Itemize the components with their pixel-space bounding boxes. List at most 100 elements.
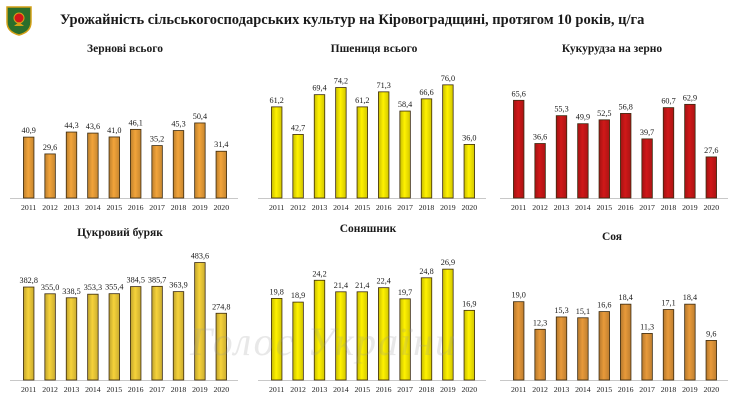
chart-title: Соя: [602, 231, 622, 243]
bar: [705, 340, 717, 381]
bar-value-label: 76,0: [441, 74, 455, 83]
x-tick-label: 2015: [355, 385, 371, 394]
bar: [463, 143, 475, 199]
bar: [172, 130, 185, 199]
bar: [399, 110, 411, 199]
bar-value-label: 71,3: [377, 81, 391, 90]
bar-value-label: 43,6: [86, 122, 100, 131]
x-tick-label: 2012: [532, 385, 548, 394]
bar: [442, 268, 454, 381]
bar: [420, 98, 433, 199]
bar: [378, 91, 390, 199]
bar-value-label: 12,3: [533, 318, 547, 327]
bar: [705, 156, 717, 199]
chart-panel-1: Зернові всього 40,9 2011 29,6 2012 44,3 2013 43…: [10, 43, 238, 212]
bar-value-label: 49,9: [576, 113, 590, 122]
bar: [130, 286, 142, 381]
bar: [399, 298, 411, 381]
x-tick-label: 2011: [511, 203, 526, 212]
bar-value-label: 26,9: [441, 258, 455, 267]
bar: [151, 285, 163, 381]
bar-value-label: 21,4: [355, 281, 369, 290]
bar-value-label: 29,6: [43, 143, 57, 152]
bar-value-label: 18,4: [683, 293, 697, 302]
bar: [292, 301, 304, 381]
bar-value-label: 385,7: [148, 275, 166, 284]
bar-value-label: 11,3: [640, 322, 654, 331]
bar: [194, 122, 206, 199]
bar: [442, 84, 454, 199]
bar-value-label: 16,9: [462, 299, 476, 308]
bar-value-label: 17,1: [661, 299, 675, 308]
bar-value-label: 21,4: [334, 281, 348, 290]
bar: [130, 128, 142, 199]
x-tick-label: 2020: [214, 203, 230, 212]
x-tick-label: 2016: [618, 385, 634, 394]
bar-value-label: 9,6: [706, 329, 716, 338]
x-tick-label: 2016: [128, 203, 144, 212]
x-tick-label: 2017: [639, 203, 655, 212]
bar-value-label: 52,5: [597, 109, 611, 118]
bar: [577, 317, 589, 381]
bar: [420, 277, 433, 381]
bar-value-label: 61,2: [270, 96, 284, 105]
bar: [513, 301, 525, 381]
x-tick-label: 2014: [85, 203, 101, 212]
chart-title: Цукровий буряк: [77, 227, 163, 239]
x-tick-label: 2019: [192, 203, 208, 212]
bar-value-label: 16,6: [597, 301, 611, 310]
x-tick-label: 2018: [171, 385, 187, 394]
bar: [620, 303, 632, 381]
x-tick-label: 2019: [192, 385, 208, 394]
x-tick-label: 2015: [597, 203, 613, 212]
bar: [662, 107, 675, 199]
x-tick-label: 2014: [575, 203, 591, 212]
bar: [577, 123, 589, 199]
x-tick-label: 2011: [21, 385, 36, 394]
bar: [44, 293, 56, 381]
bar-value-label: 50,4: [193, 112, 207, 121]
x-tick-label: 2018: [171, 203, 187, 212]
chart-panel-2: Пшениця всього 61,2 2011 42,7 2012 69,4 2013 74…: [258, 43, 486, 212]
x-tick-label: 2017: [639, 385, 655, 394]
bar: [555, 115, 568, 199]
chart-panel-5: Соняшник 19,8 2011 18,9 2012 24,2 2013 21,4 2014…: [258, 223, 486, 394]
bar-value-label: 355,4: [105, 283, 123, 292]
x-tick-label: 2012: [42, 385, 58, 394]
bar-value-label: 58,4: [398, 100, 412, 109]
x-tick-label: 2011: [269, 385, 284, 394]
bar: [641, 333, 653, 381]
bar: [215, 150, 227, 199]
bar-value-label: 353,3: [84, 283, 102, 292]
x-tick-label: 2011: [269, 203, 284, 212]
bar: [684, 303, 696, 381]
bar-value-label: 19,7: [398, 288, 412, 297]
bar-value-label: 363,9: [169, 281, 187, 290]
x-tick-label: 2013: [64, 203, 80, 212]
x-tick-label: 2017: [149, 203, 165, 212]
watermark-text: Голос України: [190, 319, 457, 364]
bar: [271, 297, 283, 381]
x-tick-label: 2017: [397, 203, 413, 212]
x-tick-label: 2020: [704, 203, 720, 212]
bar-value-label: 338,5: [62, 287, 80, 296]
bar: [23, 136, 35, 199]
page-title: Урожайність сільськогосподарських культу…: [60, 12, 645, 28]
chart-panel-3: Кукурудза на зерно 65,6 2011 36,6 2012 55,3 20…: [500, 43, 728, 212]
bar-value-label: 62,9: [683, 93, 697, 102]
bar-value-label: 55,3: [554, 105, 568, 114]
x-tick-label: 2014: [85, 385, 101, 394]
bar-value-label: 15,1: [576, 307, 590, 316]
bar-value-label: 65,6: [512, 89, 526, 98]
bar-value-label: 46,1: [129, 118, 143, 127]
x-tick-label: 2012: [290, 385, 306, 394]
x-tick-label: 2015: [355, 203, 371, 212]
bar-value-label: 44,3: [64, 121, 78, 130]
bar-value-label: 40,9: [22, 126, 36, 135]
bar-value-label: 56,8: [619, 102, 633, 111]
bar-value-label: 31,4: [214, 140, 228, 149]
bar: [534, 328, 546, 381]
bar: [194, 262, 206, 381]
bar-value-label: 18,9: [291, 291, 305, 300]
bar-value-label: 45,3: [171, 120, 185, 129]
